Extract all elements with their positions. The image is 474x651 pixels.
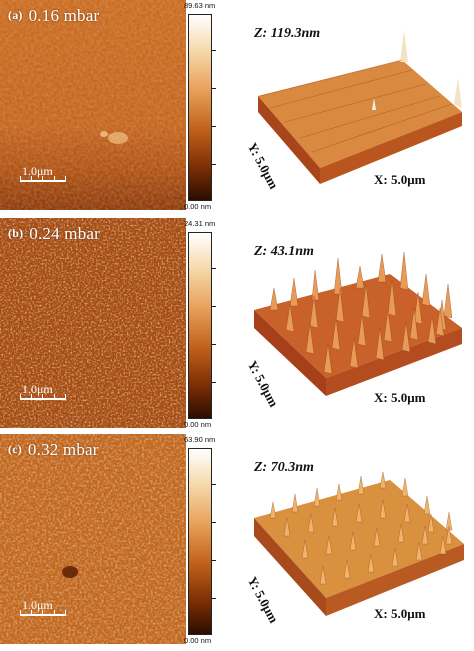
pressure-label: 0.24 mbar xyxy=(29,224,101,243)
scale-tick xyxy=(31,394,32,400)
colorbar-max: 89.63 nm xyxy=(184,1,216,10)
afm-image-a: (a) 0.16 mbar 1.0μm xyxy=(0,0,186,210)
scale-tick xyxy=(54,176,55,182)
colorbar-a: 89.63 nm 0.00 nm xyxy=(184,0,222,211)
afm-image-b: (b) 0.24 mbar 1.0μm xyxy=(0,218,186,428)
colorbar-max: 63.90 nm xyxy=(184,435,216,444)
figure-row-c: (c) 0.32 mbar 1.0μm 63.90 nm 0.00 nm xyxy=(0,434,474,645)
colorbar-b: 24.31 nm 0.00 nm xyxy=(184,218,222,429)
panel-tag: (c) xyxy=(8,442,22,456)
afm-texture-c xyxy=(0,434,186,644)
scale-tick xyxy=(20,176,21,182)
scale-bar-line xyxy=(20,398,66,400)
scale-bar-text: 1.0μm xyxy=(22,164,53,178)
z-axis-label: Z: 119.3nm xyxy=(254,26,321,41)
scale-tick xyxy=(65,394,66,400)
z-axis-label: Z: 70.3nm xyxy=(254,460,314,475)
scale-bar-line xyxy=(20,614,66,616)
colorbar-tick xyxy=(212,88,216,89)
colorbar-min: 0.00 nm xyxy=(184,636,212,645)
colorbar-tick xyxy=(212,344,216,345)
afm-texture-a xyxy=(0,0,186,210)
colorbar-tick xyxy=(212,484,216,485)
colorbar-tick xyxy=(212,50,216,51)
panel-tag: (a) xyxy=(8,8,23,22)
colorbar-gradient xyxy=(188,14,212,201)
colorbar-max: 24.31 nm xyxy=(184,219,216,228)
panel-label-c: (c) 0.32 mbar xyxy=(8,440,99,460)
scale-tick xyxy=(54,394,55,400)
scale-tick xyxy=(42,394,43,400)
pressure-label: 0.32 mbar xyxy=(27,440,99,459)
surface-3d-a xyxy=(258,30,462,184)
colorbar-gradient xyxy=(188,232,212,419)
panel-tag: (b) xyxy=(8,226,24,240)
scale-tick xyxy=(65,610,66,616)
colorbar-c: 63.90 nm 0.00 nm xyxy=(184,434,222,645)
figure-row-b: (b) 0.24 mbar 1.0μm 24.31 nm 0.00 nm xyxy=(0,218,474,429)
scale-bar-text: 1.0μm xyxy=(22,382,53,396)
colorbar-tick xyxy=(212,306,216,307)
pressure-label: 0.16 mbar xyxy=(28,6,100,25)
panel-label-a: (a) 0.16 mbar xyxy=(8,6,99,26)
scale-bar-line xyxy=(20,180,66,182)
colorbar-tick xyxy=(212,268,216,269)
x-axis-label: X: 5.0μm xyxy=(374,606,426,621)
scale-tick xyxy=(42,610,43,616)
afm-image-c: (c) 0.32 mbar 1.0μm xyxy=(0,434,186,644)
colorbar-tick xyxy=(212,126,216,127)
colorbar-tick xyxy=(212,164,216,165)
colorbar-tick xyxy=(212,522,216,523)
colorbar-tick xyxy=(212,382,216,383)
scale-bar-text: 1.0μm xyxy=(22,598,53,612)
scale-tick xyxy=(31,610,32,616)
scale-tick xyxy=(31,176,32,182)
afm-texture-b xyxy=(0,218,186,428)
scale-tick xyxy=(65,176,66,182)
x-axis-label: X: 5.0μm xyxy=(374,172,426,187)
surface-3d-b xyxy=(254,251,462,396)
scale-tick xyxy=(54,610,55,616)
colorbar-tick xyxy=(212,598,216,599)
colorbar-tick xyxy=(212,560,216,561)
scale-tick xyxy=(42,176,43,182)
x-axis-label: X: 5.0μm xyxy=(374,390,426,405)
colorbar-min: 0.00 nm xyxy=(184,420,212,429)
panel-label-b: (b) 0.24 mbar xyxy=(8,224,100,244)
scale-tick xyxy=(20,610,21,616)
colorbar-gradient xyxy=(188,448,212,635)
z-axis-label: Z: 43.1nm xyxy=(254,244,314,259)
scale-tick xyxy=(20,394,21,400)
colorbar-min: 0.00 nm xyxy=(184,202,212,211)
surface-3d-c xyxy=(254,471,464,616)
figure-row-a: (a) 0.16 mbar 1.0μm 89.63 nm 0.00 nm Z: 1… xyxy=(0,0,474,211)
